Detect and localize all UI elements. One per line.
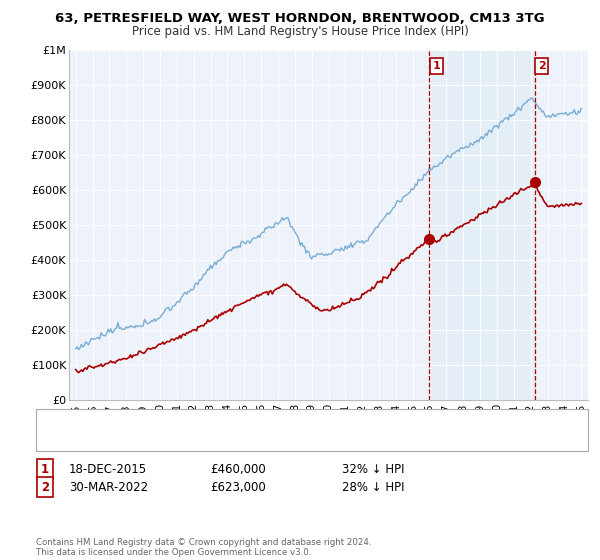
Text: £460,000: £460,000 xyxy=(210,463,266,476)
Text: 32% ↓ HPI: 32% ↓ HPI xyxy=(342,463,404,476)
Bar xyxy=(429,50,535,400)
Text: 2: 2 xyxy=(538,61,546,71)
Text: Price paid vs. HM Land Registry's House Price Index (HPI): Price paid vs. HM Land Registry's House … xyxy=(131,25,469,38)
Text: ─────: ───── xyxy=(45,417,79,427)
Text: 18-DEC-2015: 18-DEC-2015 xyxy=(69,463,147,476)
Text: 63, PETRESFIELD WAY, WEST HORNDON, BRENTWOOD, CM13 3TG: 63, PETRESFIELD WAY, WEST HORNDON, BRENT… xyxy=(55,12,545,25)
Text: 28% ↓ HPI: 28% ↓ HPI xyxy=(342,480,404,494)
Text: 63, PETRESFIELD WAY, WEST HORNDON, BRENTWOOD, CM13 3TG (detached house): 63, PETRESFIELD WAY, WEST HORNDON, BRENT… xyxy=(75,417,515,427)
Text: 1: 1 xyxy=(433,61,440,71)
Text: 1: 1 xyxy=(41,463,49,476)
Text: 2: 2 xyxy=(41,480,49,494)
Text: ─────: ───── xyxy=(45,433,79,443)
Text: £623,000: £623,000 xyxy=(210,480,266,494)
Text: Contains HM Land Registry data © Crown copyright and database right 2024.
This d: Contains HM Land Registry data © Crown c… xyxy=(36,538,371,557)
Text: 30-MAR-2022: 30-MAR-2022 xyxy=(69,480,148,494)
Text: HPI: Average price, detached house, Brentwood: HPI: Average price, detached house, Bren… xyxy=(75,433,324,443)
